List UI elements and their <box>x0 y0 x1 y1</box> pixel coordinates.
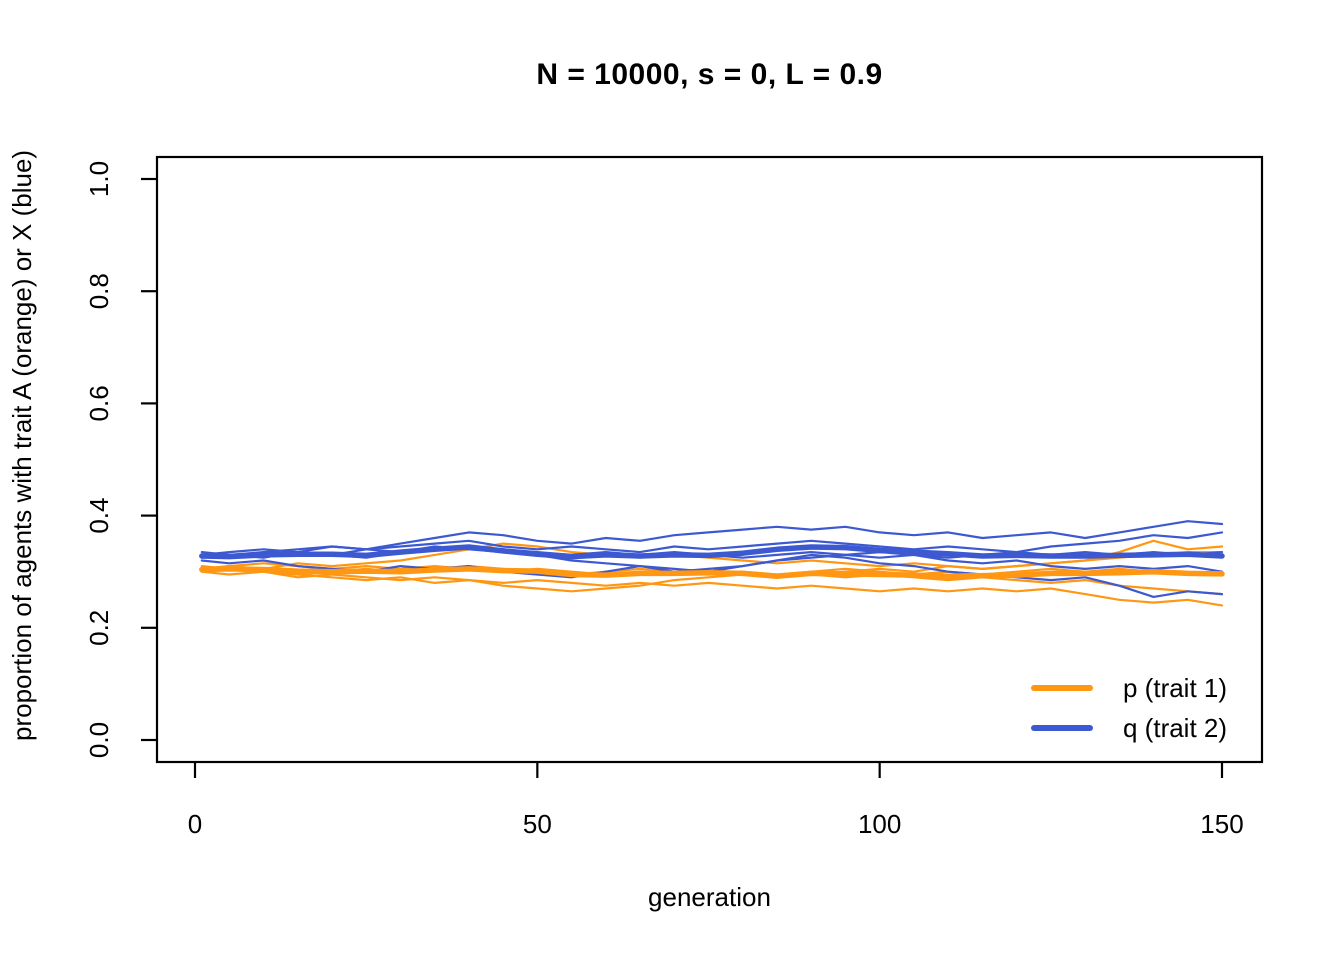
q-mean-line <box>199 544 1225 560</box>
legend-item-q: q (trait 2) <box>1031 708 1227 748</box>
x-tick-label: 50 <box>523 809 552 839</box>
x-tick-label: 150 <box>1200 809 1243 839</box>
y-tick-label: 0.0 <box>84 722 114 758</box>
p-run-line <box>200 550 1224 593</box>
y-tick-label: 0.4 <box>84 498 114 534</box>
y-tick-label: 0.8 <box>84 273 114 309</box>
y-axis-label: proportion of agents with trait A (orang… <box>7 149 37 741</box>
x-tick-label: 100 <box>858 809 901 839</box>
p-run-line <box>200 570 1224 607</box>
y-tick-label: 0.2 <box>84 610 114 646</box>
y-tick-label: 1.0 <box>84 161 114 197</box>
x-axis-label: generation <box>648 882 771 912</box>
x-tick-label: 0 <box>188 809 202 839</box>
q-run-line <box>200 545 1224 573</box>
plot-box <box>155 155 1264 764</box>
legend-label-q: q (trait 2) <box>1123 712 1228 743</box>
legend-line-p <box>1031 685 1093 691</box>
legend-line-q <box>1031 725 1093 731</box>
legend-label-p: p (trait 1) <box>1123 672 1228 703</box>
p-mean-line <box>199 566 1225 579</box>
y-tick-label: 0.6 <box>84 385 114 421</box>
chart-title: N = 10000, s = 0, L = 0.9 <box>536 58 883 91</box>
legend-item-p: p (trait 1) <box>1031 668 1227 708</box>
legend: p (trait 1) q (trait 2) <box>1031 668 1227 748</box>
